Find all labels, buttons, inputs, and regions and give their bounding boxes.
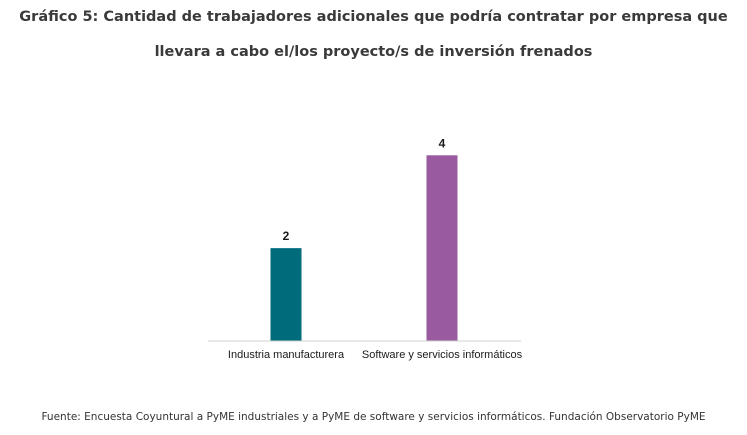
bar-2 xyxy=(426,155,458,341)
chart-title-line-1: Gráfico 5: Cantidad de trabajadores adic… xyxy=(19,9,728,25)
chart-title-line-2: llevara a cabo el/los proyecto/s de inve… xyxy=(154,44,593,60)
category-label-2: Software y servicios informáticos xyxy=(362,349,523,361)
bar-1 xyxy=(270,248,302,341)
labels-group: 2 Industria manufacturera 4 Software y serv… xyxy=(228,136,523,361)
data-label-1: 2 xyxy=(283,229,290,243)
bars-group xyxy=(270,155,458,341)
category-label-1: Industria manufacturera xyxy=(228,349,345,361)
data-label-2: 4 xyxy=(439,136,446,150)
source-note: Fuente: Encuesta Coyuntural a PyME indus… xyxy=(41,411,706,423)
